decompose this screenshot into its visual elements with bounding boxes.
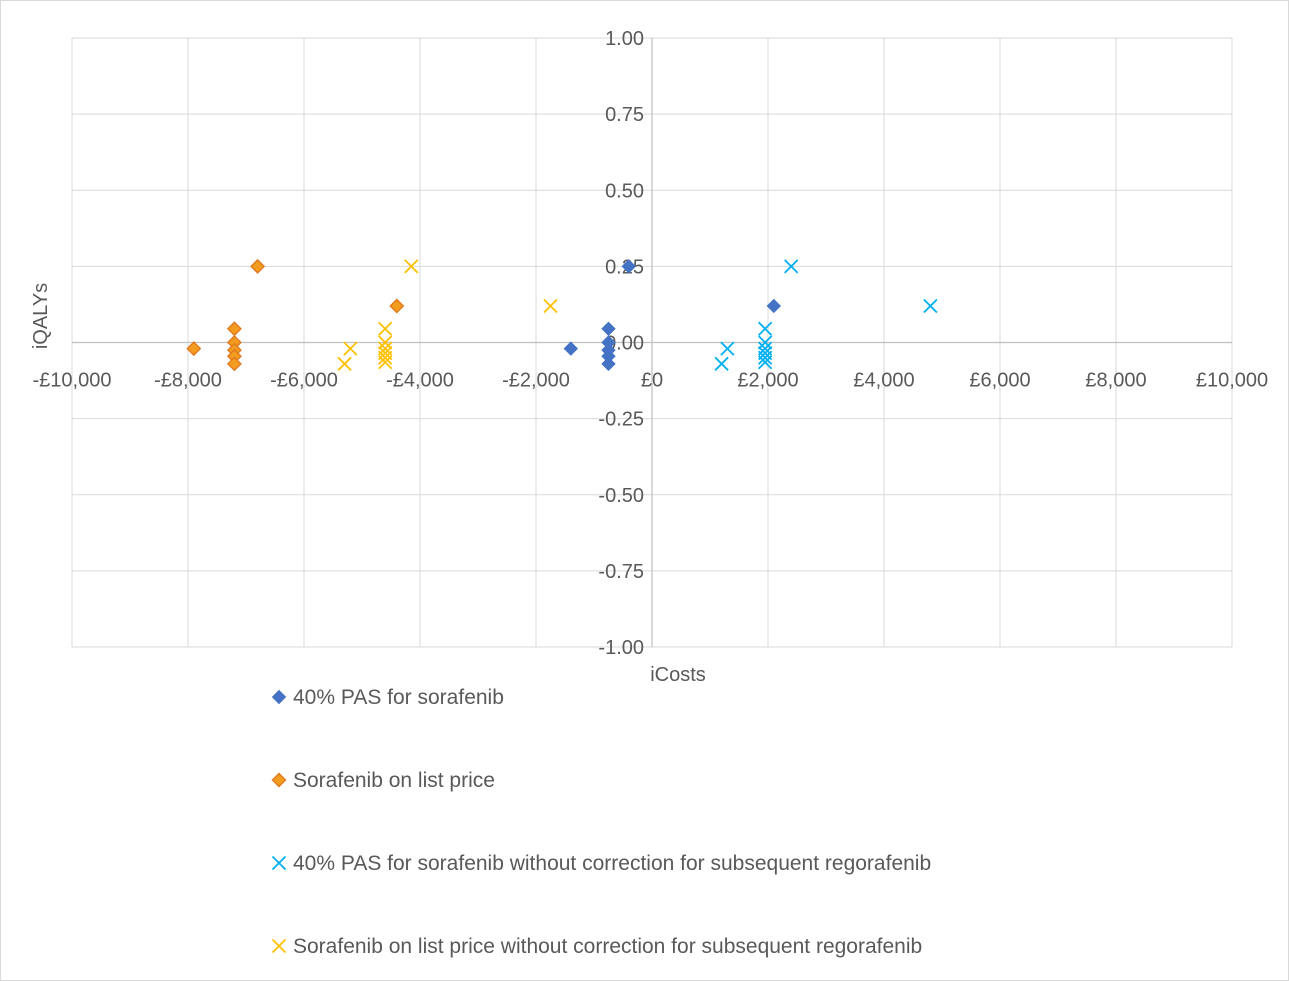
marker-stroke	[923, 298, 938, 314]
x-tick-label: £8,000	[1085, 370, 1146, 392]
legend-label: 40% PAS for sorafenib without correction…	[293, 852, 931, 875]
data-point	[226, 356, 242, 372]
data-point	[757, 321, 773, 336]
marker-stroke	[404, 259, 419, 274]
data-point	[923, 298, 938, 314]
y-tick-label: -0.50	[598, 485, 644, 507]
x-tick-label: -£10,000	[33, 370, 112, 392]
data-point	[563, 341, 579, 356]
legend-item: Sorafenib on list price	[271, 769, 495, 792]
data-point	[757, 350, 773, 365]
series-3	[714, 259, 938, 371]
data-points	[186, 258, 938, 372]
x-tick-label: £0	[641, 370, 663, 392]
marker-stroke	[714, 356, 729, 371]
y-tick-label: -0.25	[598, 409, 644, 431]
legend-item: 40% PAS for sorafenib without correction…	[271, 852, 931, 875]
data-point	[757, 335, 773, 350]
y-tick-label: -1.00	[598, 637, 644, 659]
data-point	[378, 321, 393, 336]
data-point	[250, 258, 266, 274]
x-tick-label: £2,000	[737, 370, 798, 392]
marker-stroke	[378, 350, 393, 365]
data-point	[784, 259, 799, 274]
series-2	[186, 258, 405, 372]
data-point	[404, 259, 419, 274]
legend-marker	[271, 855, 287, 871]
x-tick-label: -£2,000	[502, 370, 570, 392]
marker-stroke	[378, 335, 393, 350]
data-point	[378, 350, 393, 365]
marker-stroke	[757, 355, 773, 370]
marker-stroke	[757, 321, 773, 336]
x-tick-label: £6,000	[969, 370, 1030, 392]
legend: 40% PAS for sorafenib Sorafenib on list p…	[271, 686, 931, 958]
data-point	[621, 259, 637, 274]
marker-stroke	[271, 855, 287, 871]
x-tick-label: -£6,000	[270, 370, 338, 392]
marker-stroke	[757, 335, 773, 350]
legend-item: Sorafenib on list price without correcti…	[271, 935, 922, 958]
data-point	[186, 341, 202, 357]
series-4	[337, 259, 558, 371]
x-axis-title: iCosts	[650, 664, 706, 686]
series-1	[563, 259, 782, 372]
y-tick-label: -0.75	[598, 561, 644, 583]
data-point	[601, 356, 616, 372]
legend-label: 40% PAS for sorafenib	[293, 686, 504, 709]
data-point	[343, 341, 358, 356]
data-point	[714, 356, 729, 371]
legend-marker	[271, 689, 287, 705]
marker-stroke	[378, 321, 393, 336]
y-tick-label: 0.50	[605, 180, 644, 202]
legend-marker	[271, 938, 287, 954]
tick-labels: -£10,000 -£8,000 -£6,000 -£4,000 -£2,000 £0 £2…	[33, 28, 1269, 659]
legend-label: Sorafenib on list price without correcti…	[293, 935, 922, 958]
y-axis-title: iQALYs	[30, 283, 52, 349]
data-point	[766, 298, 782, 314]
marker-stroke	[337, 356, 352, 371]
data-point	[720, 341, 735, 356]
x-tick-label: -£4,000	[386, 370, 454, 392]
y-tick-label: 1.00	[605, 28, 644, 50]
axes	[72, 38, 1232, 647]
marker-stroke	[543, 298, 558, 314]
y-tick-label: 0.75	[605, 104, 644, 126]
data-point	[378, 335, 393, 350]
data-point	[543, 298, 558, 314]
y-tick-label: 0.00	[605, 333, 644, 355]
data-point	[378, 355, 393, 370]
legend-item: 40% PAS for sorafenib	[271, 686, 504, 709]
marker-stroke	[784, 259, 799, 274]
legend-marker	[271, 772, 287, 788]
x-tick-label: £4,000	[853, 370, 914, 392]
marker-stroke	[378, 355, 393, 370]
marker-stroke	[271, 938, 287, 954]
data-point	[389, 298, 405, 314]
x-tick-label: -£8,000	[154, 370, 222, 392]
legend-label: Sorafenib on list price	[293, 769, 495, 792]
marker-stroke	[343, 341, 358, 356]
x-tick-label: £10,000	[1196, 370, 1268, 392]
marker-stroke	[720, 341, 735, 356]
data-point	[337, 356, 352, 371]
data-point	[757, 355, 773, 370]
marker-stroke	[757, 350, 773, 365]
